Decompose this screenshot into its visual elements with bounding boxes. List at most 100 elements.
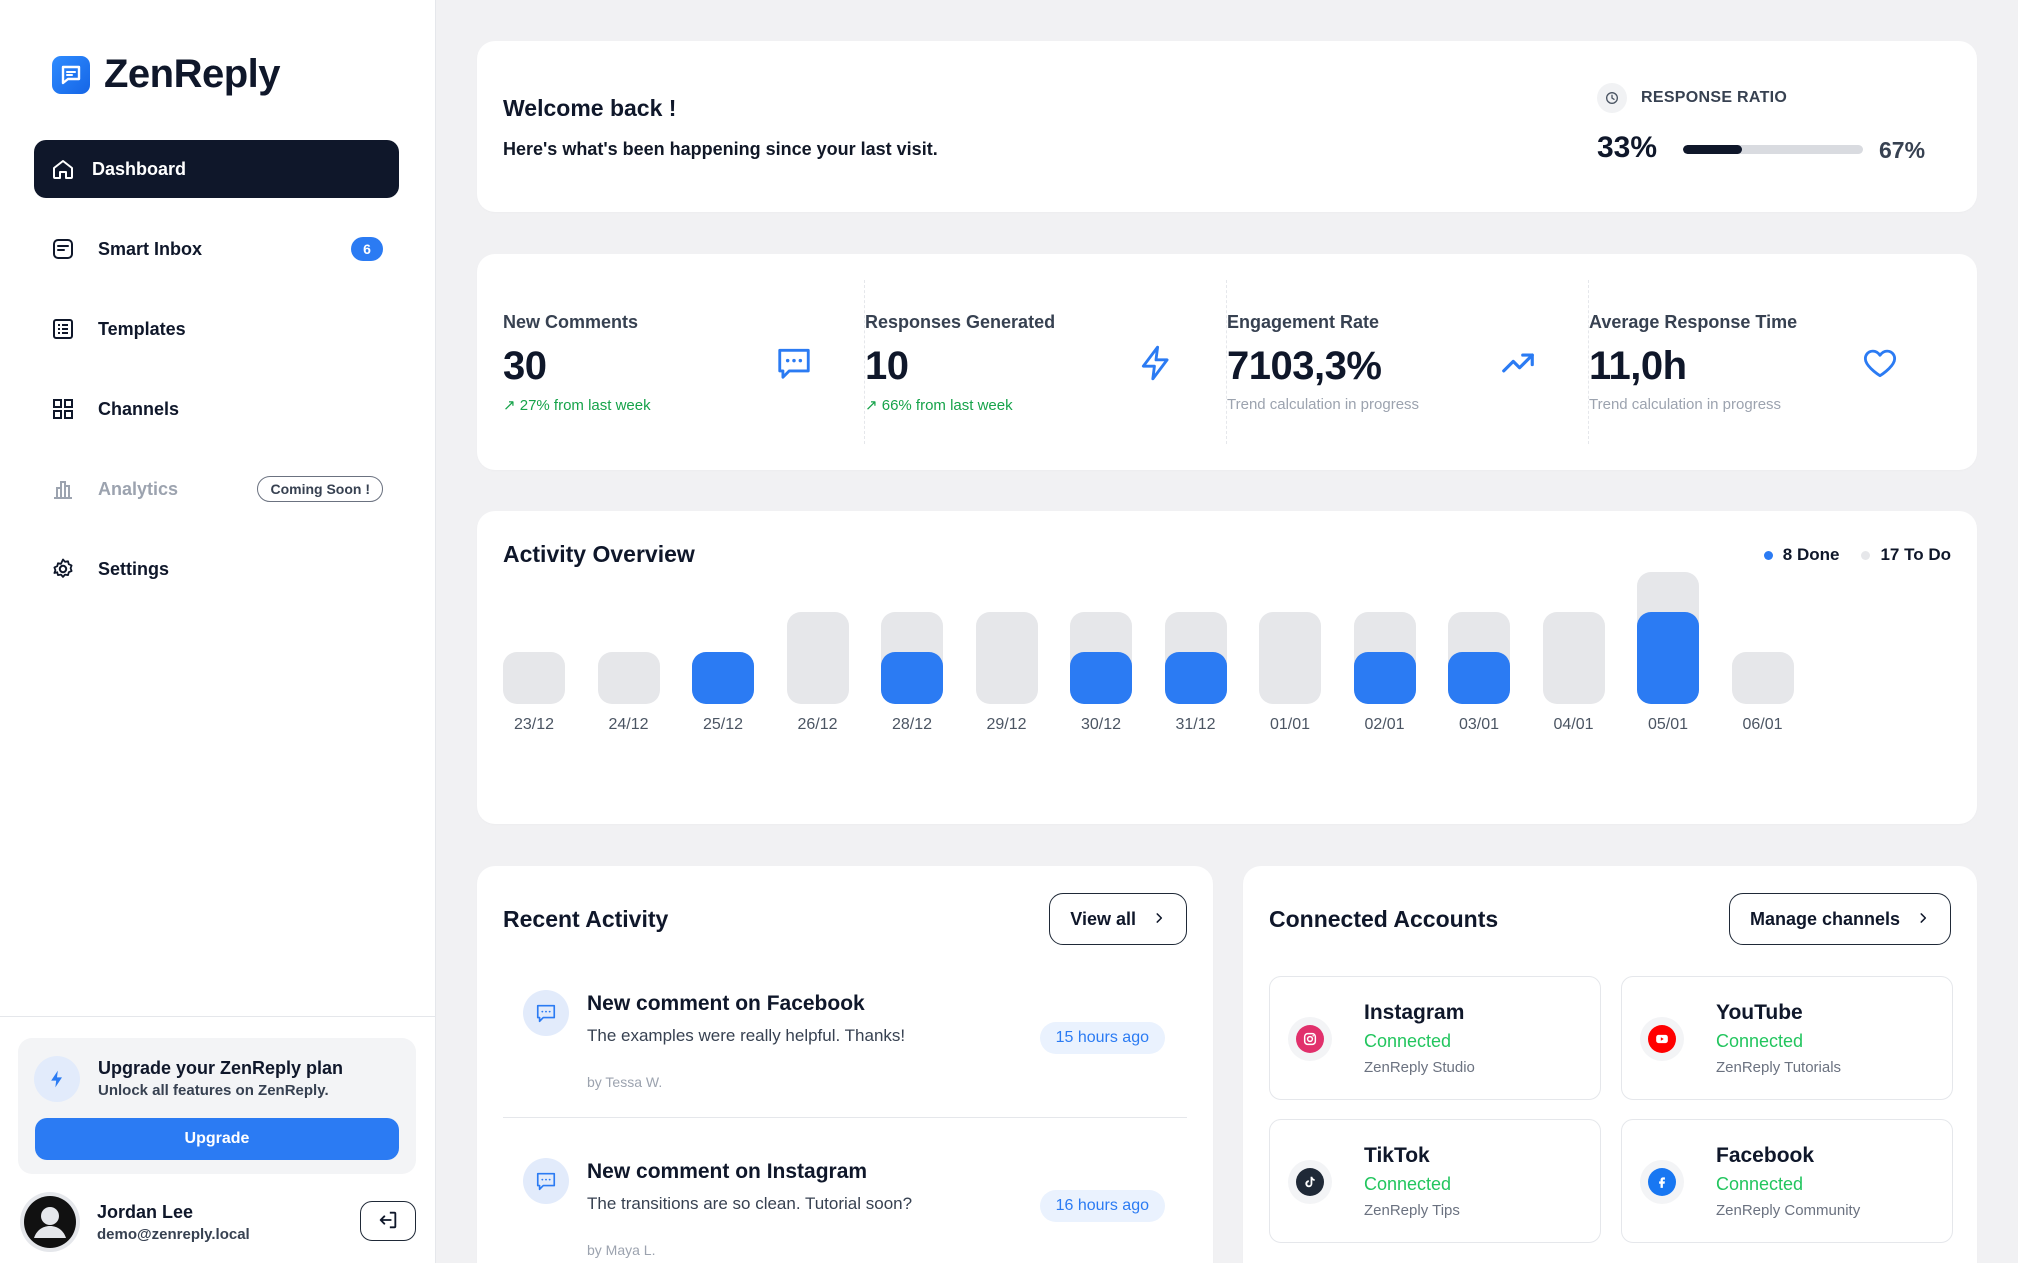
sidebar-item-label: Smart Inbox (98, 238, 203, 259)
manage-channels-label: Manage channels (1749, 908, 1900, 929)
logo[interactable]: ZenReply (52, 52, 281, 97)
welcome-card: Welcome back ! Here's what's been happen… (477, 41, 1977, 212)
comment-icon (523, 1158, 569, 1204)
stat-label: New Comments (503, 312, 639, 332)
stats-card: New Comments 30 ↗ 27% from last week Res… (477, 254, 1977, 470)
activity-item[interactable]: New comment on Facebook The examples wer… (503, 974, 1187, 1124)
account-name: YouTube (1716, 1001, 1803, 1024)
user-name: Jordan Lee (97, 1202, 194, 1222)
stat-trend: ↗ 27% from last week (503, 397, 651, 414)
chevron-right-icon (1916, 909, 1930, 930)
user-profile: Jordan Lee demo@zenreply.local (18, 1190, 416, 1254)
response-ratio-text: RESPONSE RATIO (1641, 89, 1788, 106)
sidebar-item-smart-inbox[interactable]: Smart Inbox 6 (34, 220, 399, 278)
activity-item-time: 16 hours ago (1039, 1190, 1165, 1222)
welcome-title: Welcome back ! (503, 95, 677, 121)
legend-done: 8 Done (1763, 545, 1839, 565)
activity-item-text: The examples were really helpful. Thanks… (587, 1026, 906, 1045)
legend-todo-dot (1861, 551, 1871, 561)
heart-icon (1861, 344, 1899, 382)
bar-todo-29/12 (975, 612, 1038, 704)
account-name: Facebook (1716, 1144, 1815, 1167)
bar-label-04/01: 04/01 (1553, 716, 1594, 733)
account-card-tiktok[interactable]: TikTok Connected ZenReply Tips (1269, 1119, 1601, 1243)
connected-accounts-card: Connected Accounts Manage channels Insta… (1243, 866, 1977, 1263)
sidebar-item-templates[interactable]: Templates (34, 300, 399, 358)
sidebar-item-label: Settings (98, 558, 170, 579)
connected-accounts-title: Connected Accounts (1269, 906, 1499, 932)
stat-trend: ↗ 66% from last week (865, 397, 1013, 414)
bar-done-28/12 (881, 652, 943, 704)
sidebar-item-settings[interactable]: Settings (34, 540, 399, 598)
sidebar-item-label: Dashboard (92, 158, 187, 179)
bar-label-03/01: 03/01 (1458, 716, 1500, 733)
upgrade-subtitle: Unlock all features on ZenReply. (98, 1082, 329, 1099)
facebook-icon (1640, 1160, 1684, 1204)
bar-done-03/01 (1448, 652, 1510, 704)
account-handle: ZenReply Studio (1364, 1059, 1475, 1076)
response-ratio-bar (1683, 145, 1863, 154)
upgrade-button[interactable]: Upgrade (35, 1118, 399, 1160)
logo-chat-icon (52, 55, 90, 94)
view-all-button[interactable]: View all (1049, 893, 1187, 945)
response-ratio-label: RESPONSE RATIO (1597, 83, 1787, 113)
stat-value: 7103,3% (1227, 344, 1382, 388)
account-name: TikTok (1364, 1144, 1430, 1167)
youtube-icon (1640, 1017, 1684, 1061)
chevron-right-icon (1152, 909, 1166, 930)
sidebar-item-dashboard[interactable]: Dashboard (34, 140, 399, 198)
account-card-instagram[interactable]: Instagram Connected ZenReply Studio (1269, 976, 1601, 1100)
bar-done-25/12 (692, 652, 754, 704)
stat-trend: Trend calculation in progress (1227, 396, 1420, 413)
chat-icon (775, 344, 813, 382)
activity-item[interactable]: New comment on Instagram The transitions… (503, 1142, 1187, 1263)
user-email: demo@zenreply.local (97, 1226, 250, 1243)
clock-icon (1597, 83, 1627, 113)
bar-label-26/12: 26/12 (797, 716, 838, 733)
stat-divider (1588, 280, 1589, 444)
account-card-facebook[interactable]: Facebook Connected ZenReply Community (1621, 1119, 1953, 1243)
stat-trend: Trend calculation in progress (1589, 396, 1782, 413)
bar-label-05/01: 05/01 (1647, 716, 1689, 733)
comment-icon (523, 990, 569, 1036)
manage-channels-button[interactable]: Manage channels (1728, 893, 1951, 945)
activity-item-title: New comment on Instagram (587, 1160, 868, 1183)
bar-done-31/12 (1164, 652, 1227, 704)
bar-todo-04/01 (1542, 612, 1605, 704)
account-handle: ZenReply Community (1716, 1202, 1861, 1219)
stat-value: 10 (865, 344, 909, 388)
bar-label-24/12: 24/12 (608, 716, 649, 733)
bar-label-28/12: 28/12 (891, 716, 933, 733)
tiktok-icon (1288, 1160, 1332, 1204)
bolt-icon (1137, 344, 1175, 382)
account-card-youtube[interactable]: YouTube Connected ZenReply Tutorials (1621, 976, 1953, 1100)
logout-button[interactable] (360, 1201, 416, 1241)
activity-item-text: The transitions are so clean. Tutorial s… (587, 1194, 913, 1213)
bar-todo-23/12 (503, 652, 565, 704)
account-status: Connected (1716, 1031, 1804, 1051)
coming-soon-badge: Coming Soon ! (257, 476, 383, 502)
avatar[interactable] (20, 1192, 80, 1252)
bar-done-30/12 (1070, 652, 1132, 704)
response-ratio-left: 33% (1597, 131, 1658, 164)
recent-activity-card: Recent Activity View all New comment on … (477, 866, 1213, 1263)
bar-todo-24/12 (597, 652, 660, 704)
sidebar-item-label: Templates (98, 318, 186, 339)
stat-label: Responses Generated (865, 312, 1056, 332)
stat-label: Average Response Time (1589, 312, 1798, 332)
bar-todo-26/12 (786, 612, 849, 704)
trending-up-icon (1499, 344, 1537, 382)
legend-todo: 17 To Do (1861, 545, 1951, 565)
account-status: Connected (1364, 1174, 1452, 1194)
response-ratio-fill (1683, 145, 1743, 154)
logo-text: ZenReply (104, 52, 281, 96)
sidebar-item-channels[interactable]: Channels (34, 380, 399, 438)
logout-icon (377, 1209, 399, 1234)
sidebar-item-analytics: Analytics Coming Soon ! (34, 460, 399, 518)
welcome-subtitle: Here's what's been happening since your … (503, 139, 938, 159)
bar-done-05/01 (1637, 612, 1699, 704)
bar-label-06/01: 06/01 (1742, 716, 1783, 733)
stat-engagement-rate: Engagement Rate 7103,3% Trend calculatio… (1201, 280, 1563, 444)
response-ratio-right: 67% (1879, 137, 1926, 163)
bar-label-23/12: 23/12 (513, 716, 555, 733)
